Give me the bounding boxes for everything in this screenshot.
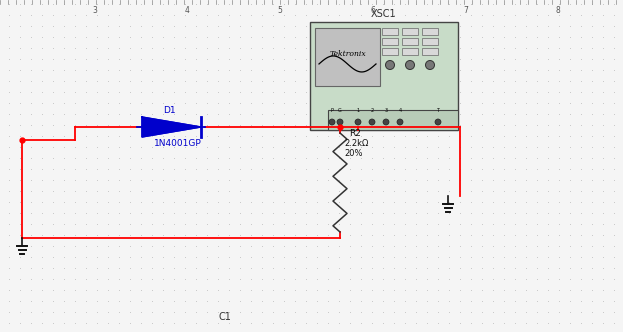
Bar xyxy=(422,48,438,55)
Text: 2.2kΩ: 2.2kΩ xyxy=(344,139,368,148)
Text: 3: 3 xyxy=(384,108,388,113)
Bar xyxy=(402,28,418,35)
Text: 1N4001GP: 1N4001GP xyxy=(153,139,201,148)
Bar xyxy=(422,38,438,45)
Circle shape xyxy=(355,119,361,125)
Text: G: G xyxy=(338,108,342,113)
Text: R2: R2 xyxy=(349,129,361,138)
Text: 2: 2 xyxy=(371,108,374,113)
Text: 20%: 20% xyxy=(344,149,363,158)
Circle shape xyxy=(426,60,434,69)
Text: 6: 6 xyxy=(371,6,376,15)
Bar xyxy=(315,28,380,86)
Bar xyxy=(422,28,438,35)
Text: 3: 3 xyxy=(93,6,97,15)
Polygon shape xyxy=(142,117,201,137)
Circle shape xyxy=(397,119,403,125)
Text: XSC1: XSC1 xyxy=(371,9,397,19)
Circle shape xyxy=(406,60,414,69)
Bar xyxy=(382,28,398,35)
Text: 5: 5 xyxy=(278,6,282,15)
Text: 1: 1 xyxy=(356,108,359,113)
Bar xyxy=(310,22,458,130)
Bar xyxy=(382,38,398,45)
Circle shape xyxy=(435,119,441,125)
Text: C1: C1 xyxy=(219,312,231,322)
Text: 7: 7 xyxy=(464,6,468,15)
Circle shape xyxy=(369,119,375,125)
Text: P: P xyxy=(331,108,333,113)
Bar xyxy=(402,38,418,45)
Text: 8: 8 xyxy=(556,6,560,15)
Text: T: T xyxy=(437,108,439,113)
Text: D1: D1 xyxy=(163,106,176,115)
Text: Tektronix: Tektronix xyxy=(329,50,366,58)
Text: 4: 4 xyxy=(399,108,402,113)
Circle shape xyxy=(383,119,389,125)
Circle shape xyxy=(337,119,343,125)
Circle shape xyxy=(329,119,335,125)
Circle shape xyxy=(386,60,394,69)
Bar xyxy=(402,48,418,55)
Bar xyxy=(328,110,458,130)
Bar xyxy=(382,48,398,55)
Text: 4: 4 xyxy=(184,6,189,15)
